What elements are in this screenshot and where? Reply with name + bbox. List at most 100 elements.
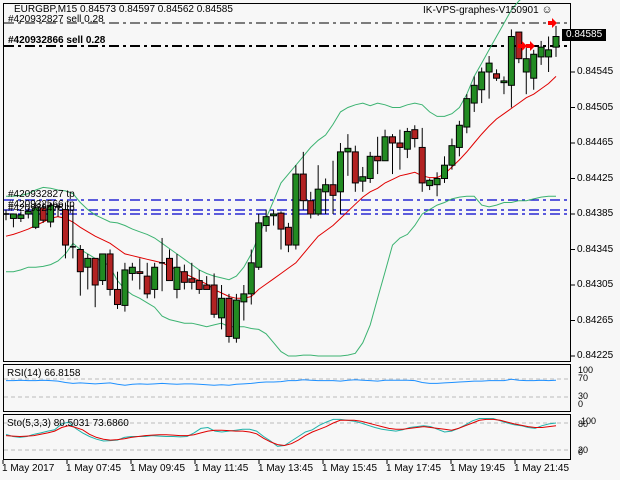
candle[interactable] [159, 237, 166, 292]
order-label-2: #420932866 sell 0.28 [8, 35, 106, 46]
candle[interactable] [232, 293, 240, 343]
candle[interactable] [69, 209, 76, 259]
candle[interactable] [448, 138, 456, 170]
candle[interactable] [166, 249, 174, 282]
tp-label-3: #420932478 tp [8, 203, 75, 214]
candle[interactable] [299, 151, 307, 210]
time-axis-label: 1 May 17:45 [386, 463, 442, 474]
candle[interactable] [433, 172, 441, 197]
candle[interactable] [210, 273, 218, 318]
candle[interactable] [17, 211, 25, 222]
candle[interactable] [188, 262, 196, 290]
candle[interactable] [493, 69, 501, 81]
order-label-1: #420932827 sell 0.28 [8, 14, 104, 25]
trade-arrow-icon [526, 41, 535, 51]
candle[interactable] [470, 76, 478, 112]
candle[interactable] [314, 165, 322, 216]
candle[interactable] [262, 209, 270, 232]
candlesticks[interactable] [3, 25, 560, 343]
candle[interactable] [455, 120, 463, 157]
time-axis-label: 1 May 07:45 [66, 463, 122, 474]
candle[interactable] [381, 129, 389, 162]
trade-arrows [518, 18, 557, 51]
candle[interactable] [9, 213, 17, 228]
time-axis-ticks [2, 460, 516, 464]
candle[interactable] [255, 214, 263, 270]
expert-name: IK-VPS-graphes-V150901 ☺ [423, 4, 553, 17]
candle[interactable] [507, 29, 515, 108]
candle[interactable] [47, 202, 55, 228]
candle[interactable] [24, 207, 32, 219]
candle[interactable] [3, 209, 9, 221]
candle[interactable] [500, 76, 508, 95]
candle[interactable] [61, 202, 69, 259]
candle[interactable] [403, 127, 411, 159]
candle[interactable] [270, 209, 278, 226]
candle[interactable] [106, 249, 114, 296]
candle[interactable] [307, 191, 315, 219]
stoch-level-20: 20 [578, 445, 589, 455]
candle[interactable] [173, 253, 181, 299]
candle[interactable] [84, 253, 92, 290]
candle[interactable] [99, 253, 107, 285]
candle[interactable] [522, 48, 530, 95]
current-price-tag: 0.84585 [562, 29, 607, 41]
candle[interactable] [284, 222, 292, 253]
candle[interactable] [277, 211, 285, 250]
ma-line [5, 76, 557, 299]
candle[interactable] [39, 202, 47, 223]
trade-arrow-icon [518, 41, 527, 51]
candle[interactable] [411, 125, 419, 148]
candle[interactable] [218, 285, 226, 330]
price-axis-label: 0.84225 [577, 350, 614, 361]
stoch-label: Sto(5,3,3) 80.5031 73.6860 [7, 418, 129, 429]
candle[interactable] [388, 134, 396, 175]
candle[interactable] [322, 178, 330, 215]
candle[interactable] [195, 269, 203, 294]
candle[interactable] [225, 293, 233, 343]
smiley-icon[interactable]: ☺ [541, 4, 553, 16]
candle[interactable] [552, 25, 560, 57]
candle[interactable] [336, 143, 344, 214]
candle[interactable] [418, 127, 426, 192]
candle[interactable] [537, 40, 545, 65]
order-lines [4, 22, 570, 47]
candle[interactable] [240, 285, 248, 321]
candle[interactable] [530, 49, 538, 90]
price-axis-label: 0.84385 [577, 208, 614, 219]
candle[interactable] [128, 262, 136, 281]
candle[interactable] [396, 129, 404, 170]
candle[interactable] [247, 249, 255, 305]
candle[interactable] [121, 262, 129, 312]
candle[interactable] [344, 134, 352, 176]
candle[interactable] [292, 165, 300, 250]
candle[interactable] [180, 264, 188, 290]
candle[interactable] [203, 276, 211, 290]
stoch-main-line [5, 418, 557, 447]
candle[interactable] [478, 67, 486, 104]
time-axis-label: 1 May 15:45 [322, 463, 378, 474]
candle[interactable] [366, 151, 374, 183]
candle[interactable] [76, 245, 84, 296]
candle[interactable] [359, 166, 367, 192]
candle[interactable] [374, 136, 382, 175]
time-axis-label: 1 May 21:45 [514, 463, 570, 474]
candle[interactable] [426, 178, 434, 191]
candle[interactable] [463, 94, 471, 134]
candle[interactable] [113, 271, 121, 309]
candle[interactable] [143, 262, 151, 299]
price-axis-label: 0.84265 [577, 314, 614, 326]
candle[interactable] [351, 145, 359, 192]
candle[interactable] [329, 160, 337, 214]
candle[interactable] [545, 36, 553, 73]
stoch-level-100: 100 [581, 416, 597, 426]
candle[interactable] [91, 257, 99, 308]
candle[interactable] [485, 56, 493, 99]
candle[interactable] [441, 156, 449, 183]
candle[interactable] [32, 202, 40, 230]
candle[interactable] [151, 262, 159, 299]
rsi-level-70: 70 [578, 373, 589, 383]
candle[interactable] [136, 258, 144, 290]
candle[interactable] [55, 205, 62, 217]
time-axis-label: 1 May 19:45 [450, 463, 506, 474]
